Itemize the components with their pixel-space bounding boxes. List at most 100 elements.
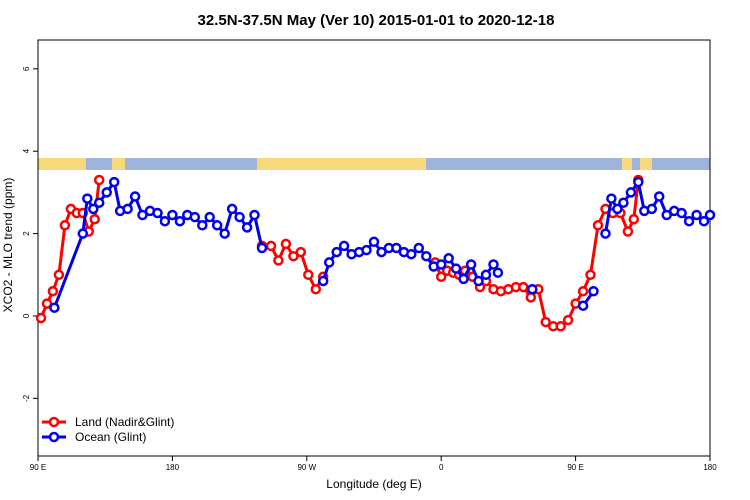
x-axis-label: Longitude (deg E)	[326, 477, 421, 491]
legend-entry-ocean: Ocean (Glint)	[42, 430, 146, 444]
data-point-ocean	[174, 215, 186, 227]
data-point-ocean	[588, 285, 599, 297]
x-axis: 90 E 180 90 W 0 90 E 180	[30, 456, 717, 472]
legend-entry-land: Land (Nadir&Glint)	[42, 415, 174, 429]
data-point-ocean	[152, 207, 163, 219]
data-point-ocean	[101, 187, 112, 198]
data-point-ocean	[606, 193, 617, 204]
data-point-ocean	[249, 209, 260, 221]
data-point-ocean	[492, 267, 504, 278]
data-point-ocean	[137, 209, 148, 221]
data-point-land	[540, 316, 551, 328]
y-tick-label: -2	[22, 394, 31, 402]
map-band-land-block	[112, 158, 125, 170]
series-ocean	[49, 176, 716, 313]
legend-label-land: Land (Nadir&Glint)	[75, 415, 174, 429]
data-point-ocean	[527, 283, 538, 295]
data-point-ocean	[189, 211, 201, 223]
x-tick-label: 90 E	[567, 463, 583, 472]
data-point-ocean	[698, 215, 710, 227]
data-point-ocean	[691, 209, 702, 221]
data-point-land	[35, 312, 47, 324]
data-point-land	[435, 271, 447, 283]
data-point-land	[93, 174, 105, 186]
data-point-ocean	[122, 203, 133, 215]
data-point-ocean	[323, 257, 335, 268]
series-layer	[35, 174, 716, 332]
x-tick-label: 180	[703, 463, 717, 472]
data-point-ocean	[226, 203, 238, 215]
data-point-land	[555, 321, 566, 332]
data-point-ocean	[211, 220, 223, 231]
data-point-ocean	[465, 259, 477, 270]
data-point-ocean	[612, 203, 623, 215]
data-point-ocean	[443, 253, 454, 264]
map-band-land-block	[640, 158, 652, 170]
plot-frame	[37, 39, 711, 457]
data-point-ocean	[241, 222, 253, 233]
data-point-ocean	[618, 197, 629, 208]
data-point-ocean	[167, 209, 178, 221]
data-point-ocean	[600, 228, 611, 239]
data-point-ocean	[82, 193, 93, 204]
data-point-land	[562, 314, 574, 326]
data-point-ocean	[331, 246, 342, 258]
y-tick-label: 4	[22, 148, 31, 153]
data-point-land	[310, 283, 322, 295]
data-point-land	[622, 226, 634, 237]
data-point-ocean	[413, 242, 425, 254]
legend: Land (Nadir&Glint) Ocean (Glint)	[42, 415, 174, 444]
data-point-ocean	[234, 211, 245, 223]
map-band-land-block	[38, 158, 86, 170]
data-point-ocean	[204, 211, 215, 223]
data-point-land	[303, 269, 314, 281]
data-point-ocean	[108, 176, 120, 188]
data-point-land	[89, 213, 100, 225]
data-point-ocean	[625, 187, 637, 198]
data-point-ocean	[77, 228, 89, 239]
legend-marker-ocean	[48, 431, 60, 443]
data-point-ocean	[88, 203, 99, 215]
y-axis-label: XCO2 - MLO trend (ppm)	[1, 178, 15, 313]
y-tick-label: 6	[22, 66, 31, 71]
data-point-ocean	[683, 215, 695, 227]
data-point-ocean	[361, 244, 372, 256]
chart-title: 32.5N-37.5N May (Ver 10) 2015-01-01 to 2…	[198, 12, 555, 29]
map-band-land	[38, 158, 652, 170]
data-point-ocean	[219, 228, 230, 239]
data-point-land	[265, 240, 277, 252]
data-point-ocean	[421, 250, 432, 262]
x-tick-label: 180	[166, 463, 180, 472]
legend-marker-land	[48, 416, 60, 428]
data-point-ocean	[633, 176, 644, 188]
y-tick-label: 2	[22, 231, 31, 236]
data-point-ocean	[480, 269, 492, 281]
data-point-ocean	[376, 246, 387, 258]
data-point-ocean	[646, 203, 658, 215]
x-tick-label: 90 W	[297, 463, 316, 472]
data-point-land	[280, 238, 292, 250]
data-point-ocean	[391, 242, 402, 254]
data-point-ocean	[129, 191, 141, 202]
map-band-land-block	[622, 158, 632, 170]
data-point-ocean	[450, 263, 462, 274]
map-band-land-block	[257, 158, 426, 170]
data-point-land	[628, 213, 640, 225]
data-point-ocean	[435, 259, 447, 270]
series-land	[35, 174, 644, 332]
data-point-ocean	[317, 275, 329, 287]
x-tick-label: 90 E	[30, 463, 46, 472]
data-point-ocean	[676, 207, 687, 219]
map-band	[38, 158, 710, 170]
x-tick-label: 0	[439, 463, 444, 472]
data-point-ocean	[93, 197, 105, 208]
data-point-ocean	[368, 236, 380, 248]
y-axis: -2 0 2 4 6	[22, 66, 38, 402]
legend-label-ocean: Ocean (Glint)	[75, 430, 146, 444]
data-point-land	[288, 250, 299, 262]
data-point-ocean	[197, 220, 208, 231]
data-point-land	[577, 285, 589, 297]
data-point-land	[41, 298, 53, 309]
data-point-ocean	[338, 240, 350, 252]
